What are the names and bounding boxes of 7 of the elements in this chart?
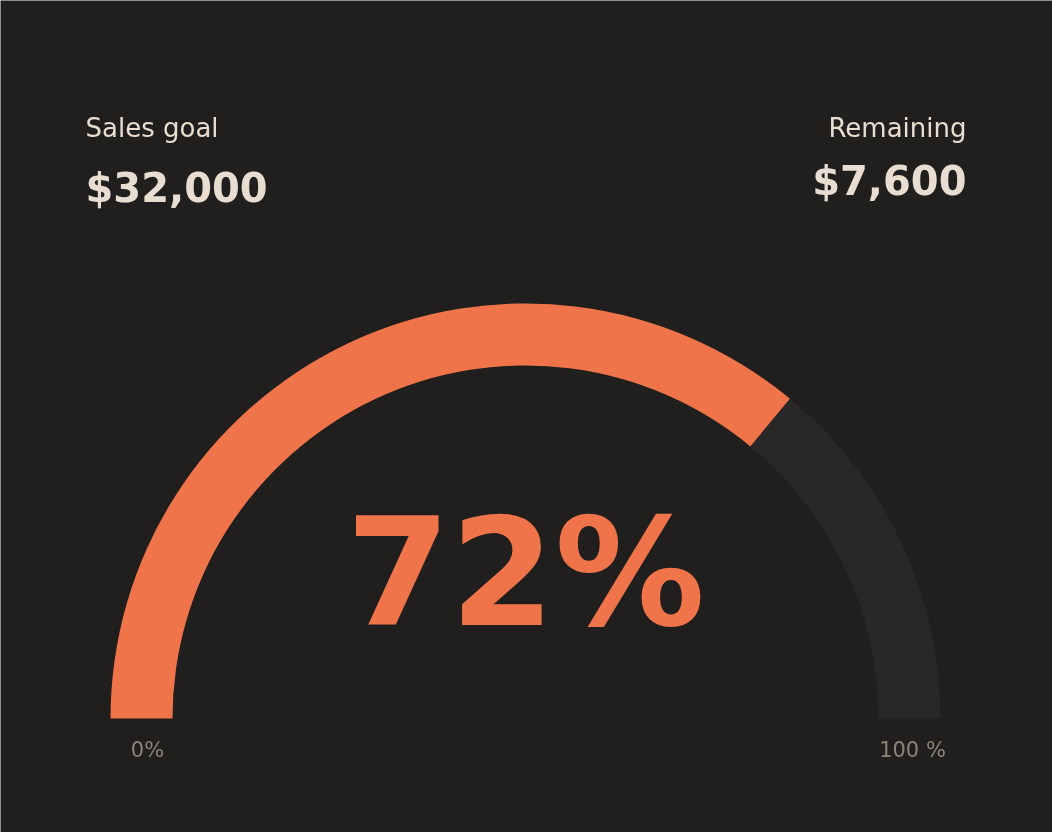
- text: Remaining: [828, 112, 967, 143]
- text: Sales goal: [85, 112, 219, 143]
- text: $32,000: [85, 164, 268, 211]
- text: 0%: [130, 737, 165, 762]
- data-label: 72%: [345, 485, 706, 660]
- text: $7,600: [812, 157, 967, 204]
- text: 100 %: [879, 737, 946, 762]
